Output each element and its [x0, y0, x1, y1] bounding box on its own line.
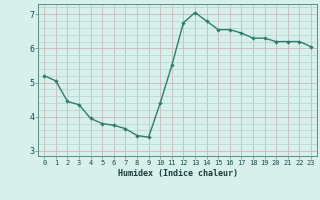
X-axis label: Humidex (Indice chaleur): Humidex (Indice chaleur) — [118, 169, 238, 178]
